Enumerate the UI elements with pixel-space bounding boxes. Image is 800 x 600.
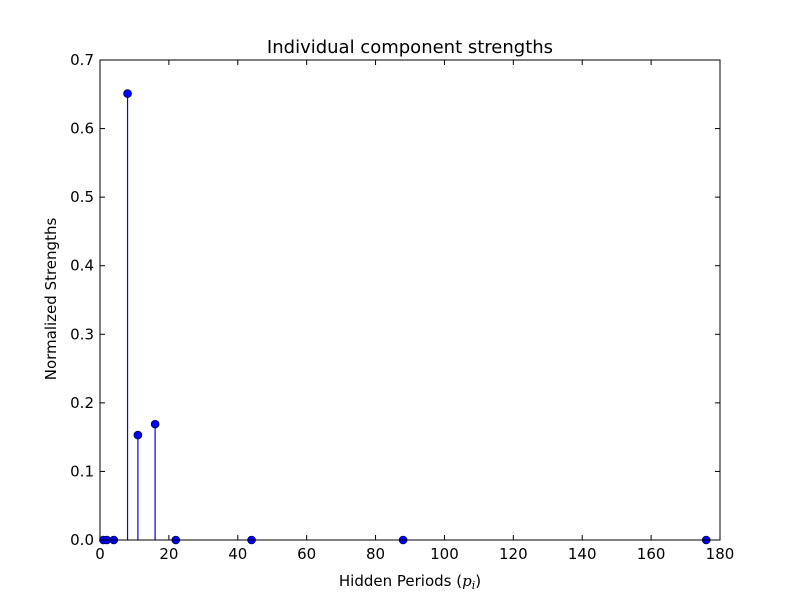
- y-tick-label-0: 0.0: [70, 531, 94, 549]
- x-tick-label-4: 80: [366, 545, 385, 563]
- y-axis-label: Normalized Strengths: [42, 218, 60, 381]
- x-axis-ticks: 0 20 40 60 80 100 120 140 160 180: [95, 60, 734, 563]
- x-tick-label-3: 60: [297, 545, 316, 563]
- stem-marker-4: [133, 430, 143, 440]
- y-tick-label-1: 0.1: [70, 462, 94, 480]
- x-axis-label-text: Hidden Periods: [339, 572, 452, 590]
- x-tick-label-2: 40: [228, 545, 247, 563]
- x-tick-label-9: 180: [706, 545, 735, 563]
- y-tick-label-6: 0.6: [70, 120, 94, 138]
- plot-frame: [99, 59, 721, 541]
- chart-title: Individual component strengths: [267, 37, 553, 58]
- x-tick-label-1: 20: [159, 545, 178, 563]
- x-axis-label-math-subscript: i: [472, 579, 476, 592]
- x-tick-label-0: 0: [95, 545, 105, 563]
- y-tick-label-5: 0.5: [70, 188, 94, 206]
- stem-markers: [99, 89, 711, 545]
- stem-marker-3: [123, 89, 132, 98]
- x-tick-label-5: 100: [430, 545, 459, 563]
- y-axis-ticks: 0.0 0.1 0.2 0.3 0.4 0.5 0.6 0.7: [70, 51, 720, 549]
- x-tick-label-6: 120: [499, 545, 528, 563]
- x-tick-label-7: 140: [568, 545, 597, 563]
- plot-area: 0 20 40 60 80 100 120 140 160 180 0.0 0.1 0.2 0.3 0.4…: [70, 51, 734, 563]
- y-tick-label-3: 0.3: [70, 325, 94, 343]
- y-tick-label-2: 0.2: [70, 394, 94, 412]
- x-axis-label: Hidden Periods (pi): [339, 572, 481, 592]
- x-tick-label-8: 160: [637, 545, 666, 563]
- y-tick-label-4: 0.4: [70, 257, 94, 275]
- x-axis-label-math: p: [462, 572, 472, 590]
- stem-marker-5: [150, 419, 160, 429]
- y-tick-label-7: 0.7: [70, 51, 94, 69]
- stem-lines: [126, 93, 156, 540]
